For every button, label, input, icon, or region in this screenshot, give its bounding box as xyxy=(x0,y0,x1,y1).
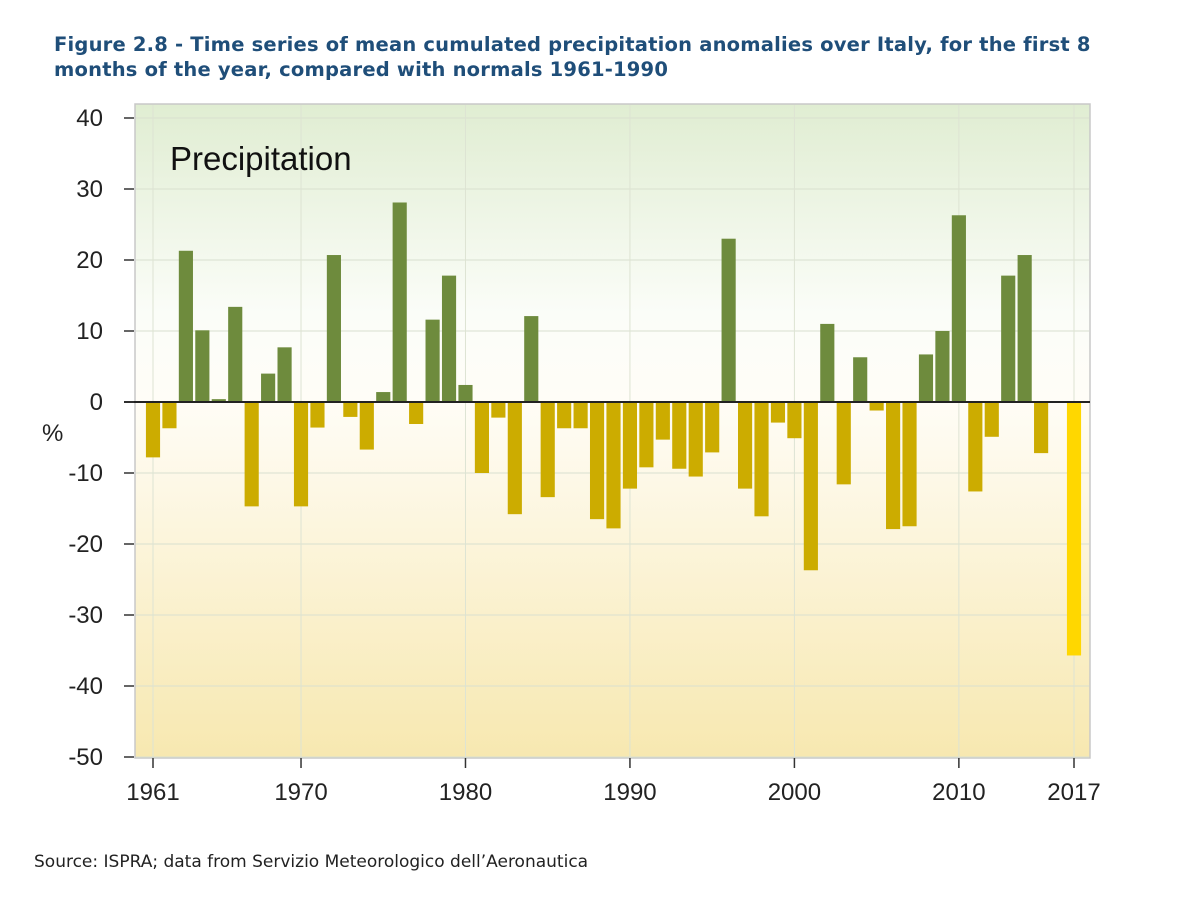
bar-2003 xyxy=(836,402,851,485)
bar-1988 xyxy=(589,402,605,520)
bar-2000 xyxy=(787,402,802,439)
bar-1975 xyxy=(376,392,391,402)
bar-2011 xyxy=(968,402,983,492)
bar-2008 xyxy=(918,354,934,402)
bar-1972 xyxy=(326,255,341,402)
y-tick-label: 30 xyxy=(76,176,103,203)
bar-1980 xyxy=(458,384,473,402)
y-tick-label: 40 xyxy=(76,105,103,132)
x-tick-label: 1990 xyxy=(603,779,656,806)
bar-1973 xyxy=(343,402,358,417)
bar-1969 xyxy=(277,347,292,402)
bar-1993 xyxy=(672,402,687,469)
bar-1967 xyxy=(244,402,259,507)
bar-1995 xyxy=(705,402,720,453)
bar-1976 xyxy=(392,202,407,402)
y-axis-label: % xyxy=(42,420,63,447)
bar-1974 xyxy=(359,402,374,450)
bar-1992 xyxy=(655,402,670,440)
chart-title: Precipitation xyxy=(170,140,352,177)
bar-2005 xyxy=(869,402,884,411)
bar-2017 xyxy=(1066,402,1082,656)
bar-1994 xyxy=(688,402,703,477)
source-note: Source: ISPRA; data from Servizio Meteor… xyxy=(34,852,589,872)
bar-1977 xyxy=(409,402,424,425)
bar-2014 xyxy=(1017,255,1032,402)
bar-1971 xyxy=(310,402,325,428)
y-tick-label: -40 xyxy=(68,673,103,700)
bar-1997 xyxy=(737,402,753,489)
x-axis: 1961 1970 1980 1990 2000 2010 2017 xyxy=(126,758,1101,806)
bar-1996 xyxy=(721,238,736,402)
x-tick-label: 2000 xyxy=(768,779,821,806)
y-tick-label: -10 xyxy=(68,460,103,487)
bar-1989 xyxy=(606,402,621,529)
bar-2013 xyxy=(1001,275,1016,402)
bar-2010 xyxy=(951,215,966,402)
bar-2009 xyxy=(935,331,950,402)
bar-1961 xyxy=(145,402,161,458)
bar-1968 xyxy=(261,373,276,402)
bar-2007 xyxy=(902,402,917,527)
x-tick-label: 2010 xyxy=(932,779,985,806)
bar-1979 xyxy=(441,275,457,402)
bar-1985 xyxy=(540,402,555,498)
bar-2012 xyxy=(984,402,999,437)
bar-1978 xyxy=(425,319,440,402)
bar-1981 xyxy=(474,402,490,473)
bar-2002 xyxy=(820,323,835,402)
bar-1987 xyxy=(573,402,588,429)
bar-1999 xyxy=(770,402,786,423)
bar-1966 xyxy=(228,306,243,402)
bar-1982 xyxy=(491,402,506,418)
bar-1965 xyxy=(211,399,226,402)
x-tick-label: 2017 xyxy=(1047,779,1100,806)
bar-1991 xyxy=(639,402,654,468)
bar-2006 xyxy=(886,402,901,530)
bar-1970 xyxy=(293,402,309,507)
y-axis: 40 30 20 10 0 -10 -20 -30 -40 -50 xyxy=(68,105,134,771)
x-tick-label: 1961 xyxy=(126,779,179,806)
bar-2004 xyxy=(853,357,868,402)
bar-1998 xyxy=(754,402,769,517)
x-tick-label: 1980 xyxy=(439,779,492,806)
bar-1962 xyxy=(162,402,177,429)
y-tick-label: 10 xyxy=(76,318,103,345)
bar-1964 xyxy=(195,330,210,402)
bar-1986 xyxy=(557,402,572,429)
x-tick-label: 1970 xyxy=(274,779,327,806)
y-tick-label: -30 xyxy=(68,602,103,629)
bar-1983 xyxy=(507,402,522,515)
bar-1984 xyxy=(524,316,539,402)
bar-2001 xyxy=(803,402,818,571)
bar-1990 xyxy=(622,402,638,489)
figure-title: Figure 2.8 - Time series of mean cumulat… xyxy=(54,33,1091,81)
y-tick-label: -50 xyxy=(68,744,103,771)
bar-1963 xyxy=(178,250,193,402)
y-tick-label: -20 xyxy=(68,531,103,558)
y-tick-label: 20 xyxy=(76,247,103,274)
bars xyxy=(145,202,1082,656)
y-tick-label: 0 xyxy=(90,389,103,416)
bar-2015 xyxy=(1034,402,1049,454)
